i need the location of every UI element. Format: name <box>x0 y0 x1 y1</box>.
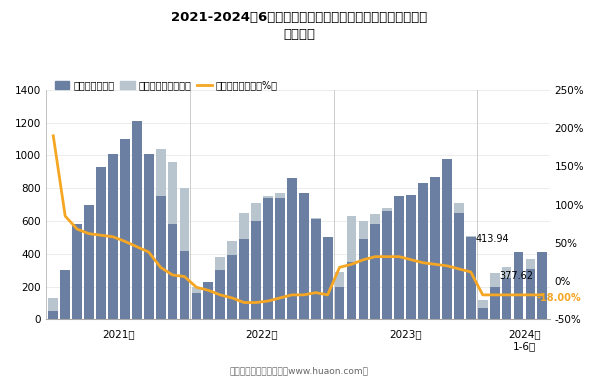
Bar <box>299 201 308 319</box>
Bar <box>251 203 261 319</box>
Bar <box>275 198 285 319</box>
Bar <box>168 224 177 319</box>
Bar <box>537 263 547 319</box>
Bar <box>323 261 332 319</box>
Bar <box>180 251 189 319</box>
Text: 2021-2024年6月内蒙古自治区房地产商品住宅及商品住宅现
房销售额: 2021-2024年6月内蒙古自治区房地产商品住宅及商品住宅现 房销售额 <box>171 11 428 41</box>
Bar <box>108 169 118 319</box>
Bar <box>60 273 70 319</box>
Bar <box>406 195 416 319</box>
Bar <box>84 213 94 319</box>
Bar <box>513 251 524 319</box>
Bar <box>394 196 404 319</box>
Bar <box>49 298 58 319</box>
Bar <box>430 177 440 319</box>
Text: 制图：华经产业研究院（www.huaon.com）: 制图：华经产业研究院（www.huaon.com） <box>230 366 369 375</box>
Bar <box>192 287 201 319</box>
Bar <box>204 282 213 319</box>
Bar <box>430 208 440 319</box>
Bar <box>478 300 488 319</box>
Text: 413.94: 413.94 <box>476 234 509 244</box>
Bar <box>96 175 106 319</box>
Bar <box>466 236 476 319</box>
Bar <box>418 193 428 319</box>
Bar <box>287 178 297 319</box>
Bar <box>132 121 141 319</box>
Bar <box>454 203 464 319</box>
Text: -18.00%: -18.00% <box>536 293 581 303</box>
Bar <box>251 221 261 319</box>
Text: 377.62: 377.62 <box>499 271 533 281</box>
Bar <box>144 160 153 319</box>
Bar <box>120 195 130 319</box>
Bar <box>347 262 356 319</box>
Bar <box>418 183 428 319</box>
Bar <box>275 193 285 319</box>
Legend: 商品房（亿元）, 商品房住宅（亿元）, 商品房销售增速（%）: 商品房（亿元）, 商品房住宅（亿元）, 商品房销售增速（%） <box>51 77 282 94</box>
Bar <box>96 167 106 319</box>
Bar <box>466 238 476 319</box>
Bar <box>359 221 368 319</box>
Bar <box>156 149 165 319</box>
Bar <box>168 162 177 319</box>
Bar <box>525 259 536 319</box>
Bar <box>299 193 308 319</box>
Bar <box>216 257 225 319</box>
Bar <box>311 218 320 319</box>
Bar <box>216 270 225 319</box>
Bar <box>359 239 368 319</box>
Bar <box>204 283 213 319</box>
Bar <box>347 216 356 319</box>
Bar <box>525 268 536 319</box>
Bar <box>323 238 332 319</box>
Bar <box>454 213 464 319</box>
Bar <box>502 267 512 319</box>
Bar <box>156 196 165 319</box>
Bar <box>490 287 500 319</box>
Bar <box>84 205 94 319</box>
Bar <box>513 257 524 319</box>
Bar <box>394 201 404 319</box>
Bar <box>72 224 82 319</box>
Bar <box>120 139 130 319</box>
Bar <box>227 256 237 319</box>
Bar <box>108 154 118 319</box>
Bar <box>239 213 249 319</box>
Bar <box>537 252 547 319</box>
Bar <box>72 233 82 319</box>
Bar <box>442 159 452 319</box>
Bar <box>335 272 344 319</box>
Bar <box>478 308 488 319</box>
Bar <box>382 211 392 319</box>
Bar <box>227 241 237 319</box>
Bar <box>180 188 189 319</box>
Bar <box>60 270 70 319</box>
Bar <box>442 185 452 319</box>
Bar <box>370 224 380 319</box>
Bar <box>263 196 273 319</box>
Bar <box>335 287 344 319</box>
Bar <box>311 219 320 319</box>
Bar <box>406 195 416 319</box>
Bar <box>144 154 153 319</box>
Bar <box>132 200 141 319</box>
Bar <box>263 198 273 319</box>
Bar <box>490 273 500 319</box>
Bar <box>502 278 512 319</box>
Bar <box>287 201 297 319</box>
Bar <box>49 311 58 319</box>
Bar <box>239 239 249 319</box>
Bar <box>382 208 392 319</box>
Bar <box>370 215 380 319</box>
Bar <box>192 293 201 319</box>
